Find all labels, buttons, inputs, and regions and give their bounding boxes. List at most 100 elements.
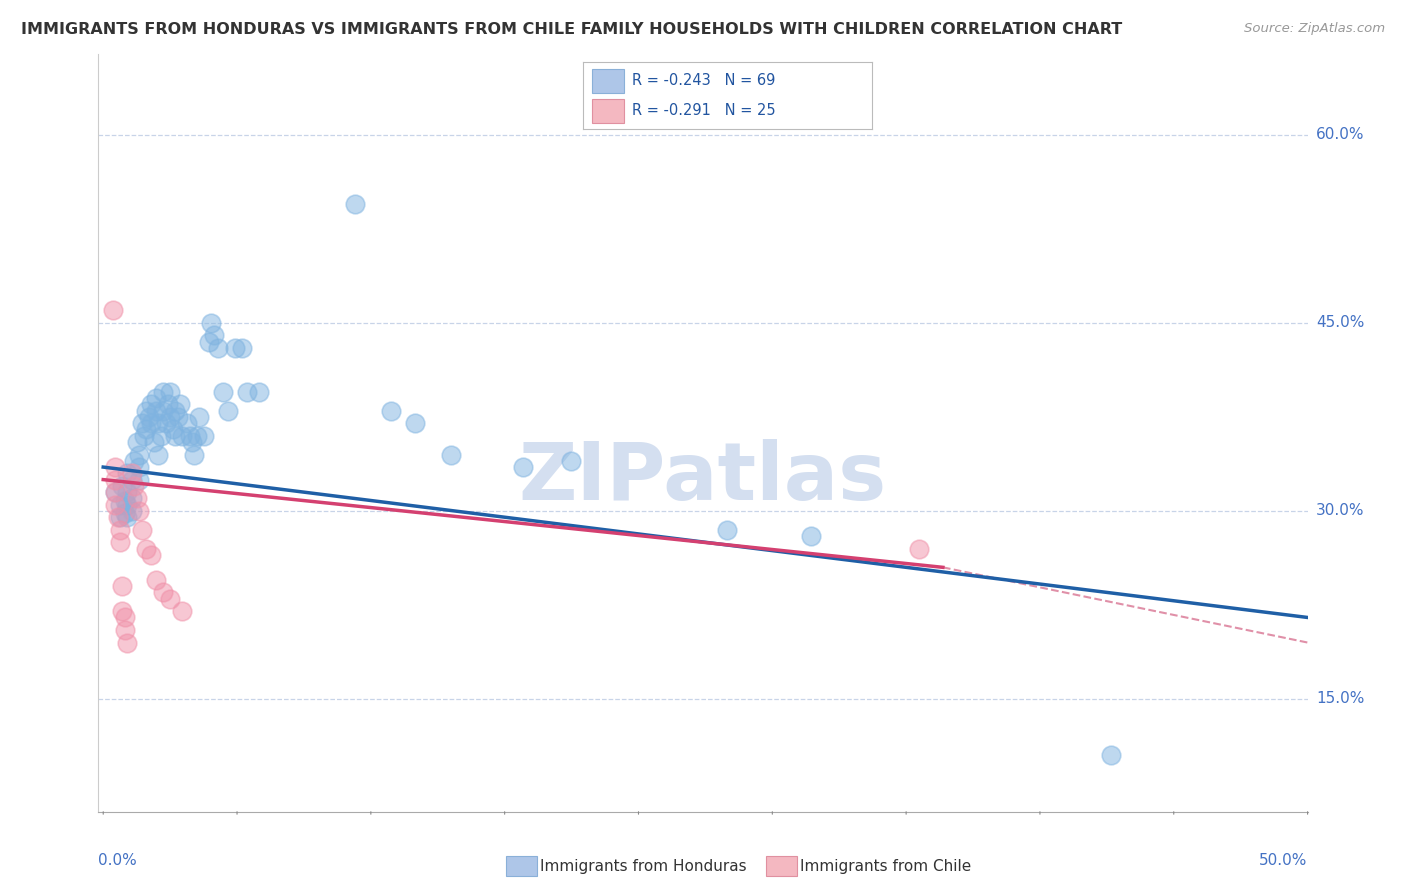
Point: [114, 623, 136, 637]
Point: [135, 422, 157, 436]
Point: [380, 403, 402, 417]
Point: [560, 454, 582, 468]
Point: [181, 435, 204, 450]
Point: [121, 473, 143, 487]
Point: [166, 409, 188, 424]
Text: ZIPatlas: ZIPatlas: [519, 439, 887, 517]
Point: [149, 429, 172, 443]
Point: [231, 341, 253, 355]
Text: 0.0%: 0.0%: [98, 854, 138, 869]
Point: [236, 384, 259, 399]
Point: [159, 384, 181, 399]
Point: [135, 403, 157, 417]
Point: [135, 541, 157, 556]
Text: IMMIGRANTS FROM HONDURAS VS IMMIGRANTS FROM CHILE FAMILY HOUSEHOLDS WITH CHILDRE: IMMIGRANTS FROM HONDURAS VS IMMIGRANTS F…: [21, 22, 1122, 37]
Point: [132, 429, 155, 443]
Point: [169, 397, 191, 411]
Point: [512, 460, 534, 475]
Point: [176, 416, 198, 430]
Point: [121, 504, 143, 518]
Text: 45.0%: 45.0%: [1316, 316, 1364, 330]
Text: 15.0%: 15.0%: [1316, 691, 1364, 706]
Text: Immigrants from Honduras: Immigrants from Honduras: [540, 859, 747, 873]
Point: [114, 494, 136, 508]
Point: [128, 448, 150, 462]
Point: [247, 384, 270, 399]
Point: [107, 510, 129, 524]
Text: Source: ZipAtlas.com: Source: ZipAtlas.com: [1244, 22, 1385, 36]
Point: [183, 448, 205, 462]
Text: Immigrants from Chile: Immigrants from Chile: [800, 859, 972, 873]
Point: [115, 467, 138, 481]
Point: [440, 448, 463, 462]
Point: [908, 541, 931, 556]
Point: [145, 391, 167, 405]
Point: [165, 403, 187, 417]
Point: [101, 303, 124, 318]
Point: [141, 548, 163, 562]
Point: [124, 479, 146, 493]
Point: [131, 523, 153, 537]
Point: [114, 507, 136, 521]
Point: [128, 473, 150, 487]
Point: [152, 403, 174, 417]
Point: [145, 573, 167, 587]
Point: [148, 416, 170, 430]
Point: [217, 403, 239, 417]
Point: [159, 409, 181, 424]
Point: [121, 467, 143, 481]
Point: [344, 197, 367, 211]
Bar: [592, 99, 624, 123]
Point: [108, 510, 131, 524]
Point: [111, 479, 134, 493]
Text: R = -0.291   N = 25: R = -0.291 N = 25: [633, 103, 776, 119]
Point: [115, 510, 138, 524]
Point: [121, 491, 143, 506]
Point: [142, 435, 165, 450]
Text: 30.0%: 30.0%: [1316, 503, 1364, 518]
Point: [179, 429, 201, 443]
Point: [104, 485, 127, 500]
Point: [124, 454, 146, 468]
Point: [145, 403, 167, 417]
Point: [104, 485, 127, 500]
Text: R = -0.243   N = 69: R = -0.243 N = 69: [633, 73, 776, 88]
Point: [188, 409, 211, 424]
Point: [224, 341, 246, 355]
Point: [716, 523, 738, 537]
Point: [111, 604, 134, 618]
Point: [128, 460, 150, 475]
Point: [141, 397, 163, 411]
Point: [404, 416, 426, 430]
Point: [1099, 748, 1122, 763]
Point: [128, 504, 150, 518]
Point: [207, 341, 229, 355]
Point: [125, 435, 148, 450]
Point: [159, 591, 181, 606]
Text: 50.0%: 50.0%: [1260, 854, 1308, 869]
Point: [104, 460, 127, 475]
Point: [152, 585, 174, 599]
Point: [155, 416, 177, 430]
Point: [156, 397, 179, 411]
Point: [115, 485, 138, 500]
Point: [108, 535, 131, 549]
Point: [131, 416, 153, 430]
Point: [115, 498, 138, 512]
Point: [115, 635, 138, 649]
Point: [108, 523, 131, 537]
Point: [200, 316, 222, 330]
Point: [152, 384, 174, 399]
Point: [172, 604, 194, 618]
Point: [172, 429, 194, 443]
Point: [114, 610, 136, 624]
Point: [104, 473, 127, 487]
Point: [108, 498, 131, 512]
Point: [138, 409, 160, 424]
Point: [193, 429, 215, 443]
Point: [111, 579, 134, 593]
Point: [148, 448, 170, 462]
Text: 60.0%: 60.0%: [1316, 128, 1364, 143]
Point: [186, 429, 208, 443]
Point: [165, 429, 187, 443]
